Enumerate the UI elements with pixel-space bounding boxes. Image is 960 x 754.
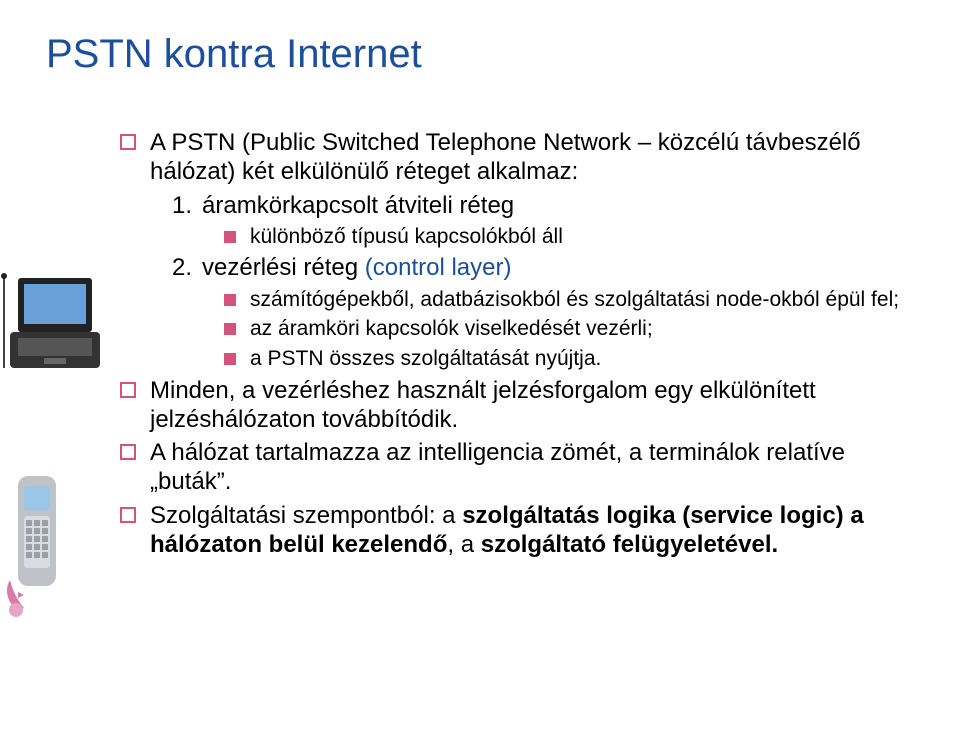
square-outline-icon xyxy=(120,444,136,460)
bullet-text: A PSTN (Public Switched Telephone Networ… xyxy=(150,128,930,187)
bullet-text: az áramköri kapcsolók viselkedését vezér… xyxy=(250,316,930,342)
bullet-lvl2: 1. áramkörkapcsolt átviteli réteg xyxy=(172,191,930,220)
bullet-lvl1: Minden, a vezérléshez használt jelzésfor… xyxy=(120,376,930,435)
square-solid-icon xyxy=(224,231,236,243)
bullet-text: számítógépekből, adatbázisokból és szolg… xyxy=(250,287,930,313)
bullet-lvl1: A PSTN (Public Switched Telephone Networ… xyxy=(120,128,930,187)
bullet-text: a PSTN összes szolgáltatását nyújtja. xyxy=(250,346,930,372)
bullet-lvl3: a PSTN összes szolgáltatását nyújtja. xyxy=(224,346,930,372)
square-solid-icon xyxy=(224,353,236,365)
laptop-illustration xyxy=(0,268,120,378)
bullet-text: vezérlési réteg (control layer) xyxy=(202,253,930,282)
square-solid-icon xyxy=(224,323,236,335)
slide: PSTN kontra Internet A PSTN (Public Swit… xyxy=(0,0,960,754)
bullet-lvl3: számítógépekből, adatbázisokból és szolg… xyxy=(224,287,930,313)
bullet-text: A hálózat tartalmazza az intelligencia z… xyxy=(150,438,930,497)
list-number: 2. xyxy=(172,253,192,282)
bullet-lvl1: Szolgáltatási szempontból: a szolgáltatá… xyxy=(120,501,930,560)
list-number: 1. xyxy=(172,191,192,220)
square-outline-icon xyxy=(120,507,136,523)
bullet-lvl3: különböző típusú kapcsolókból áll xyxy=(224,224,930,250)
bullet-lvl1: A hálózat tartalmazza az intelligencia z… xyxy=(120,438,930,497)
square-outline-icon xyxy=(120,382,136,398)
content-area: A PSTN (Public Switched Telephone Networ… xyxy=(120,128,930,563)
bullet-text: áramkörkapcsolt átviteli réteg xyxy=(202,191,930,220)
bullet-text: különböző típusú kapcsolókból áll xyxy=(250,224,930,250)
bullet-text: Szolgáltatási szempontból: a szolgáltatá… xyxy=(150,501,930,560)
bullet-lvl2: 2. vezérlési réteg (control layer) xyxy=(172,253,930,282)
square-outline-icon xyxy=(120,134,136,150)
phone-illustration xyxy=(0,470,72,620)
square-solid-icon xyxy=(224,294,236,306)
bullet-lvl3: az áramköri kapcsolók viselkedését vezér… xyxy=(224,316,930,342)
slide-title: PSTN kontra Internet xyxy=(46,32,422,77)
bullet-text: Minden, a vezérléshez használt jelzésfor… xyxy=(150,376,930,435)
